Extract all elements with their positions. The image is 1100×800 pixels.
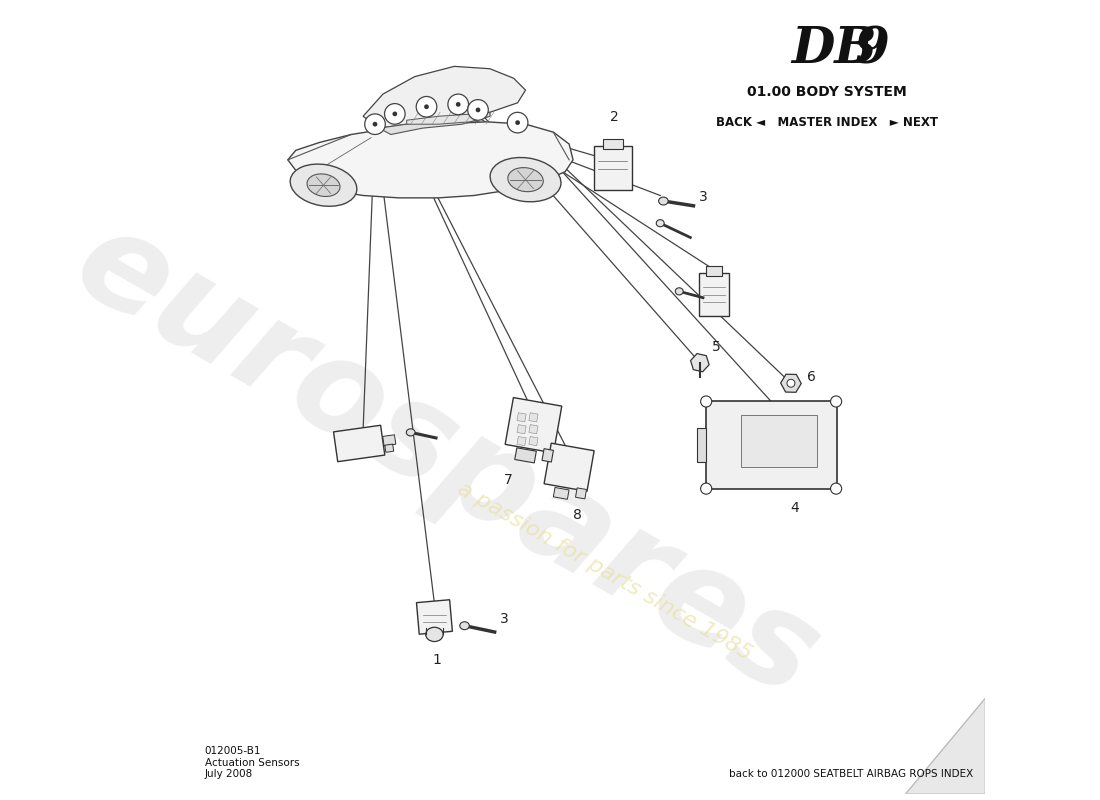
Polygon shape — [379, 112, 490, 134]
Text: 5: 5 — [712, 340, 720, 354]
Text: 3: 3 — [698, 190, 707, 204]
Ellipse shape — [491, 158, 561, 202]
Circle shape — [515, 120, 520, 125]
Polygon shape — [603, 139, 623, 149]
Circle shape — [416, 97, 437, 117]
Polygon shape — [544, 443, 594, 491]
Polygon shape — [696, 429, 706, 462]
Text: 1: 1 — [432, 654, 441, 667]
Ellipse shape — [508, 168, 543, 192]
Text: 7: 7 — [504, 473, 513, 486]
Circle shape — [830, 396, 842, 407]
Circle shape — [385, 103, 405, 124]
Polygon shape — [517, 425, 526, 434]
Polygon shape — [417, 600, 452, 634]
Polygon shape — [741, 415, 816, 467]
Circle shape — [507, 112, 528, 133]
Circle shape — [448, 94, 469, 114]
Polygon shape — [575, 488, 586, 499]
Text: back to 012000 SEATBELT AIRBAG ROPS INDEX: back to 012000 SEATBELT AIRBAG ROPS INDE… — [729, 770, 974, 779]
Polygon shape — [698, 273, 729, 316]
Text: 3: 3 — [500, 612, 509, 626]
Circle shape — [455, 102, 461, 106]
Text: DB: DB — [791, 25, 877, 74]
Circle shape — [830, 483, 842, 494]
Circle shape — [373, 122, 377, 126]
Circle shape — [475, 107, 481, 112]
Ellipse shape — [657, 220, 664, 226]
Polygon shape — [363, 66, 526, 128]
Ellipse shape — [426, 627, 443, 642]
Circle shape — [701, 396, 712, 407]
Text: 8: 8 — [573, 509, 582, 522]
Polygon shape — [517, 437, 526, 446]
Text: 4: 4 — [791, 501, 800, 514]
Text: 012005-B1: 012005-B1 — [205, 746, 261, 756]
Polygon shape — [529, 425, 538, 434]
Ellipse shape — [675, 288, 683, 295]
Circle shape — [425, 104, 429, 109]
Polygon shape — [515, 448, 537, 463]
Text: 6: 6 — [806, 370, 816, 384]
Text: 01.00 BODY SYSTEM: 01.00 BODY SYSTEM — [747, 85, 906, 98]
Ellipse shape — [406, 429, 415, 436]
Polygon shape — [407, 112, 490, 124]
Polygon shape — [529, 413, 538, 422]
Circle shape — [701, 483, 712, 494]
Text: 9: 9 — [855, 25, 890, 74]
Polygon shape — [529, 437, 538, 446]
Polygon shape — [553, 487, 569, 499]
Circle shape — [468, 100, 488, 120]
Polygon shape — [594, 146, 631, 190]
Text: July 2008: July 2008 — [205, 770, 253, 779]
Polygon shape — [517, 413, 526, 422]
Ellipse shape — [659, 197, 668, 205]
Polygon shape — [706, 402, 836, 489]
Circle shape — [365, 114, 385, 134]
Polygon shape — [542, 449, 553, 462]
Polygon shape — [706, 266, 722, 275]
Circle shape — [786, 379, 795, 387]
Polygon shape — [288, 122, 573, 198]
Text: 2: 2 — [609, 110, 618, 124]
Text: a passion for parts since 1985: a passion for parts since 1985 — [454, 479, 756, 665]
Polygon shape — [383, 434, 396, 446]
Polygon shape — [333, 426, 385, 462]
Circle shape — [393, 111, 397, 116]
Ellipse shape — [307, 174, 340, 197]
Polygon shape — [905, 698, 984, 794]
Ellipse shape — [460, 622, 470, 630]
Text: eurospares: eurospares — [53, 198, 839, 725]
Polygon shape — [385, 444, 394, 452]
Text: Actuation Sensors: Actuation Sensors — [205, 758, 299, 767]
Text: BACK ◄   MASTER INDEX   ► NEXT: BACK ◄ MASTER INDEX ► NEXT — [716, 116, 937, 130]
Ellipse shape — [290, 164, 356, 206]
Polygon shape — [505, 398, 562, 453]
